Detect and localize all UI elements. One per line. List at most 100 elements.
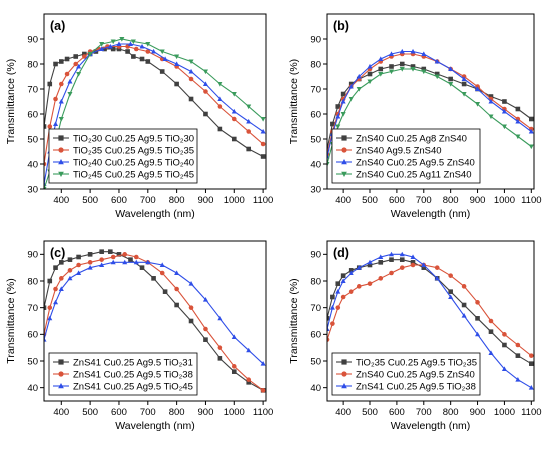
data-point	[501, 108, 507, 114]
data-point	[67, 92, 73, 97]
data-point	[133, 46, 139, 52]
data-point	[434, 265, 440, 270]
data-point	[410, 64, 416, 69]
data-point	[388, 251, 395, 257]
data-point	[515, 106, 521, 112]
y-tick-label: 80	[27, 59, 38, 70]
legend-box	[48, 128, 198, 184]
data-point	[367, 259, 373, 265]
data-point	[188, 68, 194, 74]
data-point	[67, 268, 73, 273]
data-point	[348, 83, 354, 89]
data-point	[260, 361, 266, 366]
data-point	[515, 353, 521, 358]
data-point	[73, 54, 79, 59]
y-tick-label: 90	[27, 34, 38, 45]
data-point	[47, 81, 53, 87]
data-point	[356, 73, 362, 79]
data-point	[410, 260, 416, 265]
y-tick-label: 30	[27, 184, 38, 195]
legend-entry-label: ZnS41 Cu0.25 Ag9.5 TiO₂38	[73, 369, 193, 380]
data-point	[461, 92, 467, 97]
data-point	[133, 254, 139, 260]
data-point	[53, 121, 59, 126]
data-point	[260, 388, 266, 393]
y-axis-title: Transmittance (%)	[5, 59, 17, 144]
data-point	[145, 49, 151, 54]
data-point	[475, 331, 481, 337]
data-point	[348, 289, 354, 294]
data-point	[133, 259, 139, 265]
x-tick-label: 900	[470, 195, 486, 206]
data-point	[260, 154, 266, 159]
data-point	[174, 54, 180, 60]
data-point	[47, 278, 53, 284]
data-point	[335, 104, 341, 109]
y-tick-label: 40	[27, 159, 38, 170]
data-point	[217, 104, 223, 109]
data-point	[188, 96, 194, 102]
legend-swatch-marker	[341, 135, 347, 141]
data-point	[76, 72, 82, 77]
legend-entry-label: ZnS41 Cu0.25 Ag9.5 TiO₂31	[73, 357, 193, 368]
data-point	[488, 94, 494, 99]
data-point	[76, 270, 82, 275]
data-point	[515, 342, 521, 348]
data-point	[528, 144, 534, 150]
legend-entry-label: TiO₂40 Cu0.25 Ag9.5 TiO₂40	[73, 157, 194, 168]
data-point	[410, 48, 416, 54]
y-tick-label: 70	[310, 303, 321, 314]
data-point	[475, 86, 481, 91]
legend-entry-label: ZnS40 Cu0.25 Ag8 ZnS40	[356, 133, 467, 144]
data-point	[330, 294, 335, 300]
data-point	[125, 49, 130, 54]
data-point	[130, 39, 136, 45]
x-tick-label: 1100	[521, 407, 541, 418]
x-tick-label: 900	[470, 407, 486, 418]
data-point	[128, 257, 133, 262]
data-point	[82, 51, 87, 57]
x-tick-label: 1100	[253, 195, 273, 206]
data-point	[99, 249, 104, 254]
data-point	[188, 281, 194, 286]
legend-entry-label: TiO₂35 Cu0.25 Ag9.5 TiO₂35	[356, 357, 477, 368]
data-point	[116, 252, 122, 257]
data-point	[461, 76, 467, 81]
y-tick-label: 60	[27, 330, 38, 341]
data-point	[421, 69, 427, 75]
data-point	[87, 265, 93, 270]
x-tick-label: 800	[443, 195, 459, 206]
series-line-3	[327, 50, 532, 157]
plot-area	[327, 251, 534, 390]
y-tick-label: 50	[310, 356, 321, 367]
data-point	[367, 262, 373, 268]
data-point	[145, 59, 151, 64]
y-tick-label: 50	[310, 134, 321, 145]
data-point	[53, 299, 59, 305]
x-tick-label: 800	[443, 407, 459, 418]
data-point	[188, 76, 194, 82]
x-axis-title: Wavelength (nm)	[391, 208, 471, 220]
data-point	[119, 37, 125, 42]
data-point	[202, 69, 208, 75]
data-point	[448, 76, 453, 82]
data-point	[502, 99, 507, 104]
data-point	[488, 114, 494, 120]
x-tick-label: 600	[389, 195, 405, 206]
data-point	[246, 104, 252, 110]
data-point	[246, 118, 252, 124]
chart-panel-3: 400 500 600 700 800 900 1000 1100 40 50 60 70 80 90 Wa…	[5, 240, 273, 432]
x-tick-label: 900	[198, 407, 214, 418]
data-point	[58, 260, 64, 265]
x-tick-label: 1000	[224, 195, 245, 206]
data-point	[151, 276, 156, 281]
data-point	[421, 262, 427, 267]
data-point	[47, 124, 53, 129]
data-point	[410, 262, 416, 268]
x-tick-label: 1000	[494, 407, 515, 418]
data-point	[107, 43, 113, 49]
panel-label: (d)	[333, 246, 349, 260]
data-point	[174, 270, 180, 275]
x-tick-label: 700	[416, 195, 432, 206]
plot-area	[327, 48, 534, 167]
